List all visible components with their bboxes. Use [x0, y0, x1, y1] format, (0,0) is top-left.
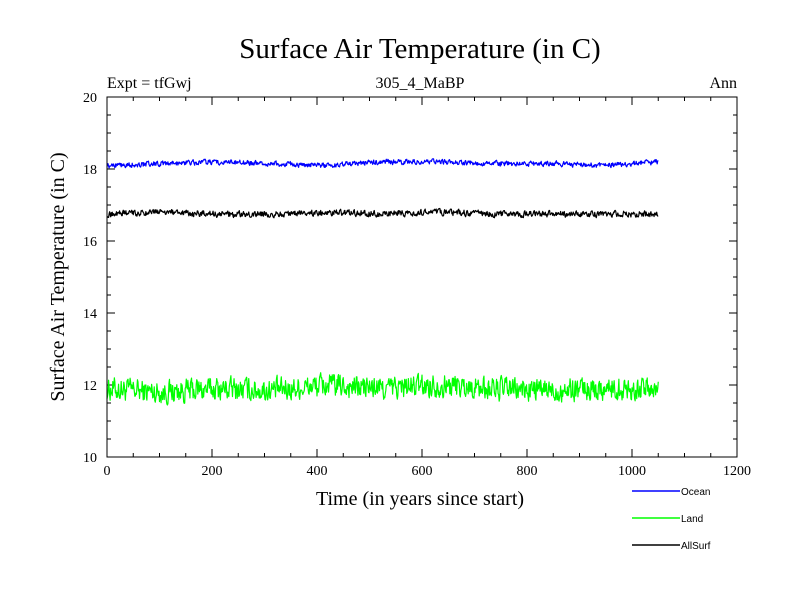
axis-ticks: 0 200 400 600 800 1000 1200 10 12 14 16 18 20	[83, 91, 751, 479]
y-tick-label: 16	[83, 235, 97, 250]
y-tick-label: 14	[83, 307, 97, 322]
x-tick-label: 200	[202, 464, 223, 479]
series-line-land	[106, 372, 659, 406]
x-tick-label: 400	[307, 464, 328, 479]
x-tick-label: 1000	[618, 464, 646, 479]
x-tick-label: 800	[517, 464, 538, 479]
y-tick-label: 18	[83, 163, 97, 178]
legend: Ocean Land AllSurf	[632, 487, 711, 552]
legend-label-land: Land	[681, 514, 703, 525]
series-layer	[106, 158, 659, 406]
y-tick-label: 20	[83, 91, 97, 106]
x-tick-label: 1200	[723, 464, 751, 479]
chart-title: Surface Air Temperature (in C)	[239, 33, 600, 65]
period-label: Ann	[709, 75, 737, 92]
x-axis-label: Time (in years since start)	[316, 488, 524, 510]
y-axis-label: Surface Air Temperature (in C)	[47, 152, 69, 401]
series-line-ocean	[106, 158, 659, 169]
legend-label-ocean: Ocean	[681, 487, 710, 498]
experiment-label: Expt = tfGwj	[107, 75, 192, 92]
x-tick-label: 600	[412, 464, 433, 479]
series-line-allsurf	[106, 207, 659, 219]
plot-frame	[106, 96, 738, 458]
y-tick-label: 12	[83, 379, 97, 394]
y-tick-label: 10	[83, 451, 97, 466]
legend-label-allsurf: AllSurf	[681, 541, 711, 552]
x-tick-label: 0	[104, 464, 111, 479]
chart-subtitle: 305_4_MaBP	[376, 75, 465, 92]
